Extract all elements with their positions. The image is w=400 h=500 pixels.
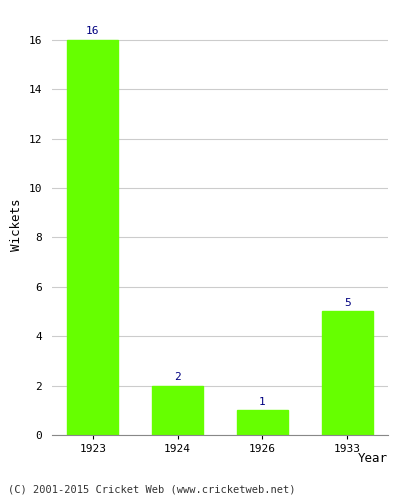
Bar — [322, 312, 373, 435]
Bar — [152, 386, 203, 435]
Text: (C) 2001-2015 Cricket Web (www.cricketweb.net): (C) 2001-2015 Cricket Web (www.cricketwe… — [8, 485, 296, 495]
Text: 2: 2 — [174, 372, 181, 382]
Bar — [237, 410, 288, 435]
Text: 16: 16 — [86, 26, 100, 36]
Text: 1: 1 — [259, 396, 266, 406]
Text: 5: 5 — [344, 298, 351, 308]
Y-axis label: Wickets: Wickets — [10, 198, 23, 251]
Text: Year: Year — [358, 452, 388, 466]
Bar — [67, 40, 118, 435]
